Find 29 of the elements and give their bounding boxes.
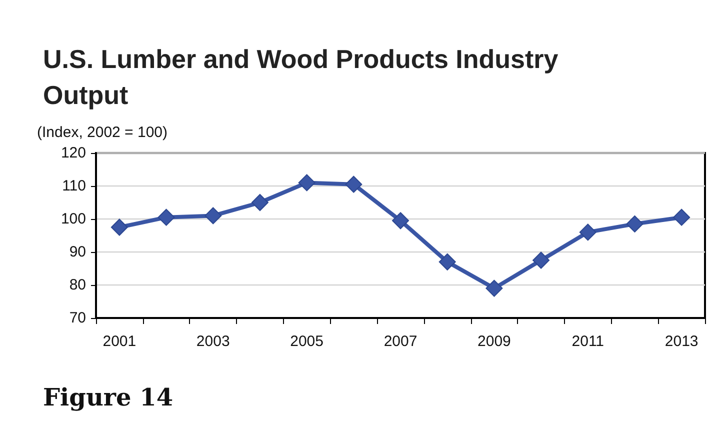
point xyxy=(626,215,644,232)
chart-title: U.S. Lumber and Wood Products Industry Output xyxy=(43,44,566,110)
point xyxy=(438,253,456,270)
x-tick-label: 2001 xyxy=(102,333,136,350)
y-tick-label: 80 xyxy=(69,276,86,294)
caption: Figure 14 xyxy=(43,382,174,412)
y-tick-label: 100 xyxy=(60,210,86,228)
point xyxy=(579,224,596,241)
point xyxy=(486,280,503,297)
point xyxy=(158,208,175,226)
x-tick-label: 2011 xyxy=(572,333,604,350)
point xyxy=(532,252,550,269)
y-tick-label: 110 xyxy=(62,178,86,194)
y-tick-label: 70 xyxy=(69,310,86,326)
y-tick-label: 90 xyxy=(69,244,86,260)
x-tick-label: 2003 xyxy=(196,333,230,350)
x-tick-label: 2009 xyxy=(478,333,511,350)
x-tick-label: 2007 xyxy=(384,333,418,350)
point xyxy=(673,208,690,226)
point xyxy=(204,207,222,224)
point xyxy=(392,212,409,230)
y-tick-label: 120 xyxy=(60,144,86,162)
point xyxy=(298,174,316,192)
x-tick-label: 2013 xyxy=(664,333,698,350)
chart-subtitle: (Index, 2002 = 100) xyxy=(37,124,168,141)
point xyxy=(345,176,362,193)
x-tick-label: 2005 xyxy=(290,333,324,350)
point xyxy=(110,218,128,236)
point xyxy=(251,194,268,211)
